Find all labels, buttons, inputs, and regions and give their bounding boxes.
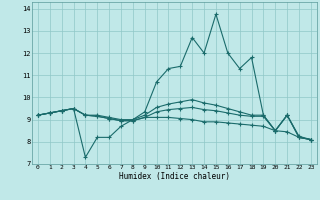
X-axis label: Humidex (Indice chaleur): Humidex (Indice chaleur) <box>119 172 230 181</box>
